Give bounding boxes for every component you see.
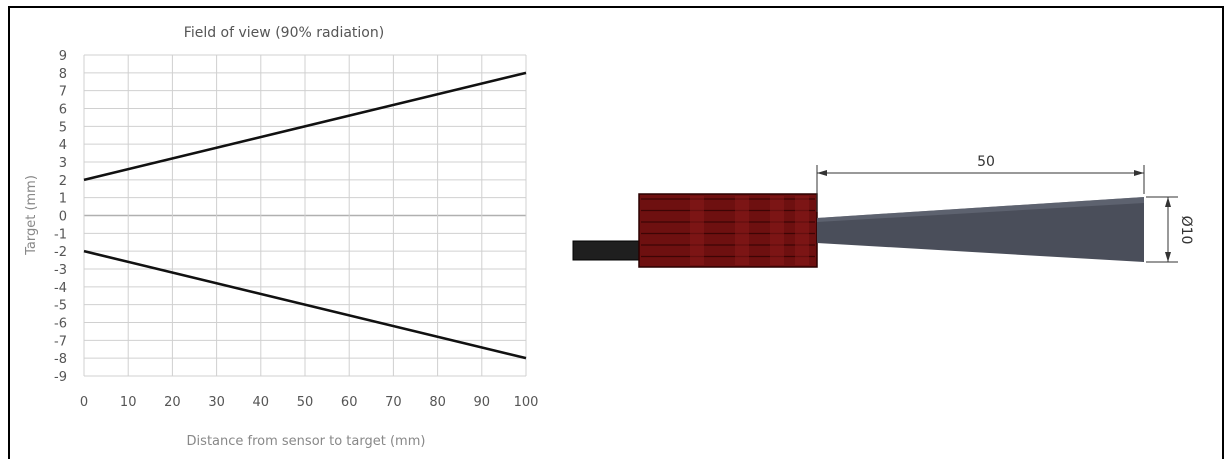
y-tick-label: -9 bbox=[54, 370, 67, 385]
y-tick-label: -8 bbox=[54, 352, 67, 367]
chart-title: Field of view (90% radiation) bbox=[184, 25, 384, 41]
y-tick-label: 5 bbox=[59, 120, 67, 135]
chart-series bbox=[83, 71, 527, 360]
diameter-label: Ø10 bbox=[1178, 216, 1194, 245]
x-axis-label: Distance from sensor to target (mm) bbox=[187, 434, 426, 449]
y-tick-label: -7 bbox=[54, 334, 67, 349]
x-tick-label: 20 bbox=[164, 395, 181, 410]
y-tick-label: -5 bbox=[54, 299, 67, 314]
figure-frame bbox=[8, 6, 1224, 459]
x-tick-label: 40 bbox=[253, 395, 270, 410]
body-highlight bbox=[690, 196, 704, 265]
x-tick-label: 60 bbox=[341, 395, 358, 410]
y-tick-label: -1 bbox=[54, 227, 67, 242]
y-tick-label: 1 bbox=[59, 192, 67, 207]
y-tick-label: 4 bbox=[59, 138, 67, 153]
arrow-bottom bbox=[1165, 252, 1171, 262]
sensor-body bbox=[638, 193, 818, 268]
x-tick-label: 30 bbox=[208, 395, 225, 410]
y-tick-label: 8 bbox=[59, 67, 67, 82]
y-tick-label: 6 bbox=[59, 103, 67, 118]
x-tick-label: 80 bbox=[429, 395, 446, 410]
y-axis-label: Target (mm) bbox=[24, 175, 39, 256]
y-tick-label: -4 bbox=[54, 281, 67, 296]
length-label: 50 bbox=[977, 154, 995, 170]
chart-grid bbox=[83, 54, 527, 377]
x-tick-label: 70 bbox=[385, 395, 402, 410]
body-highlight bbox=[735, 196, 749, 265]
arrow-right bbox=[1134, 170, 1144, 176]
arrow-top bbox=[1165, 197, 1171, 207]
sensor-body-texture bbox=[641, 196, 815, 265]
y-tick-label: 0 bbox=[59, 210, 67, 225]
y-tick-label: 7 bbox=[59, 85, 67, 100]
y-tick-label: 3 bbox=[59, 156, 67, 171]
y-tick-label: 9 bbox=[59, 49, 67, 64]
arrow-left bbox=[817, 170, 827, 176]
field-of-view-cone bbox=[817, 197, 1144, 262]
y-tick-label: -2 bbox=[54, 245, 67, 260]
x-tick-label: 50 bbox=[297, 395, 314, 410]
x-tick-labels: 0 10 20 30 40 50 60 70 80 90 100 bbox=[80, 395, 539, 410]
y-tick-label: -3 bbox=[54, 263, 67, 278]
lower-boundary-line bbox=[83, 249, 527, 360]
cone-highlight bbox=[817, 197, 1144, 222]
upper-boundary-line bbox=[83, 71, 527, 182]
body-highlight bbox=[770, 196, 784, 265]
sensor-diagram: 50 Ø10 bbox=[572, 154, 1194, 268]
y-tick-labels: 9 8 7 6 5 4 3 2 1 0 -1 -2 -3 -4 -5 -6 -7 -8 -9 bbox=[54, 49, 67, 385]
y-tick-label: 2 bbox=[59, 174, 67, 189]
y-tick-label: -6 bbox=[54, 317, 67, 332]
x-tick-label: 10 bbox=[120, 395, 137, 410]
x-tick-label: 0 bbox=[80, 395, 88, 410]
x-tick-label: 100 bbox=[514, 395, 539, 410]
x-tick-label: 90 bbox=[474, 395, 491, 410]
body-highlight bbox=[795, 196, 809, 265]
sensor-cable bbox=[572, 240, 642, 261]
